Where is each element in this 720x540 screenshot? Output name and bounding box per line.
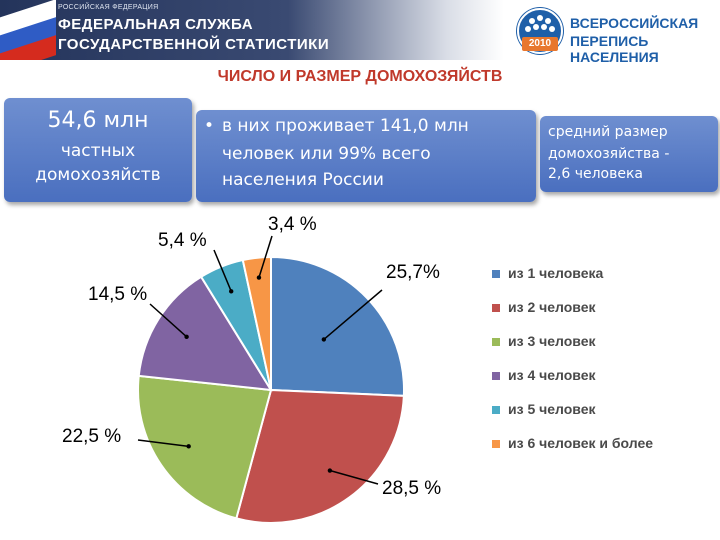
leader-line-4-persons xyxy=(149,303,188,338)
population-bullet: • xyxy=(204,116,215,136)
legend-swatch xyxy=(492,270,500,278)
population-line1: в них проживает 141,0 млн xyxy=(222,116,469,136)
data-label-2-persons: 28,5 % xyxy=(382,478,442,499)
page-title: ЧИСЛО И РАЗМЕР ДОМОХОЗЯЙСТВ xyxy=(217,68,503,85)
households-box: 54,6 млн частных домохозяйств xyxy=(4,98,192,202)
data-label-4-persons: 14,5 % xyxy=(88,284,148,305)
pie-slice-2-persons xyxy=(235,388,405,524)
header-org-line1: ФЕДЕРАЛЬНАЯ СЛУЖБА xyxy=(58,16,254,33)
census-logo-line1: ВСЕРОССИЙСКАЯ xyxy=(570,15,699,31)
legend-item-6-plus-persons: из 6 человек и более xyxy=(492,435,712,452)
pie-slice-6-plus-persons xyxy=(241,255,272,391)
legend-swatch xyxy=(492,406,500,414)
legend-item-1-person: из 1 человека xyxy=(492,265,712,282)
legend-swatch xyxy=(492,372,500,380)
census-logo-line2: ПЕРЕПИСЬ НАСЕЛЕНИЯ xyxy=(570,33,659,65)
pie-slice-4-persons xyxy=(137,275,273,392)
legend-item-3-persons: из 3 человек xyxy=(492,333,712,350)
header-org-line2: ГОСУДАРСТВЕННОЙ СТАТИСТИКИ xyxy=(58,36,330,53)
leader-arrowhead-1-person xyxy=(321,337,327,342)
pie-slice-1-person xyxy=(270,255,405,397)
avg-size-box: средний размер домохозяйства - 2,6 челов… xyxy=(540,116,718,192)
pie-slice-3-persons xyxy=(137,374,273,520)
legend-swatch xyxy=(492,440,500,448)
legend-label: из 2 человек xyxy=(508,299,596,315)
households-line2: домохозяйств xyxy=(35,165,161,185)
leader-arrowhead-5-persons xyxy=(229,289,234,294)
legend-swatch xyxy=(492,304,500,312)
leader-line-5-persons xyxy=(213,249,232,292)
households-count: 54,6 млн xyxy=(47,108,149,133)
population-line3: населения России xyxy=(222,170,384,190)
legend-label: из 5 человек xyxy=(508,401,596,417)
census-year: 2010 xyxy=(522,37,558,51)
data-label-1-person: 25,7% xyxy=(386,262,440,283)
legend-item-5-persons: из 5 человек xyxy=(492,401,712,418)
legend-label: из 4 человек xyxy=(508,367,596,383)
leader-line-2-persons xyxy=(329,469,379,485)
leader-line-6-plus-persons xyxy=(258,235,273,278)
data-label-6-plus-persons: 3,4 % xyxy=(268,214,317,235)
legend-label: из 6 человек и более xyxy=(508,435,654,451)
legend-item-4-persons: из 4 человек xyxy=(492,367,712,384)
leader-line-1-person xyxy=(323,289,383,340)
leader-arrowhead-4-persons xyxy=(184,334,189,340)
leader-arrowhead-6-plus-persons xyxy=(256,275,262,280)
avg-size-line1: средний размер xyxy=(548,124,668,140)
households-line1: частных xyxy=(60,141,136,161)
legend-label: из 3 человек xyxy=(508,333,596,349)
header-banner: РОССИЙСКАЯ ФЕДЕРАЦИЯ ФЕДЕРАЛЬНАЯ СЛУЖБА … xyxy=(0,0,720,65)
legend-label: из 1 человека xyxy=(508,265,604,281)
legend-item-2-persons: из 2 человек xyxy=(492,299,712,316)
population-box: • в них проживает 141,0 млн человек или … xyxy=(196,110,536,202)
census-logo: 2010 ВСЕРОССИЙСКАЯ ПЕРЕПИСЬ НАСЕЛЕНИЯ xyxy=(508,3,716,65)
population-line2: человек или 99% всего xyxy=(222,144,431,164)
avg-size-line3: 2,6 человека xyxy=(548,166,644,182)
legend-swatch xyxy=(492,338,500,346)
leader-arrowhead-2-persons xyxy=(327,468,333,473)
header-country: РОССИЙСКАЯ ФЕДЕРАЦИЯ xyxy=(58,4,159,11)
leader-arrowhead-3-persons xyxy=(186,444,191,449)
data-label-5-persons: 5,4 % xyxy=(158,230,207,251)
avg-size-line2: домохозяйства - xyxy=(548,146,670,162)
leader-line-3-persons xyxy=(137,439,189,448)
data-label-3-persons: 22,5 % xyxy=(62,426,122,447)
